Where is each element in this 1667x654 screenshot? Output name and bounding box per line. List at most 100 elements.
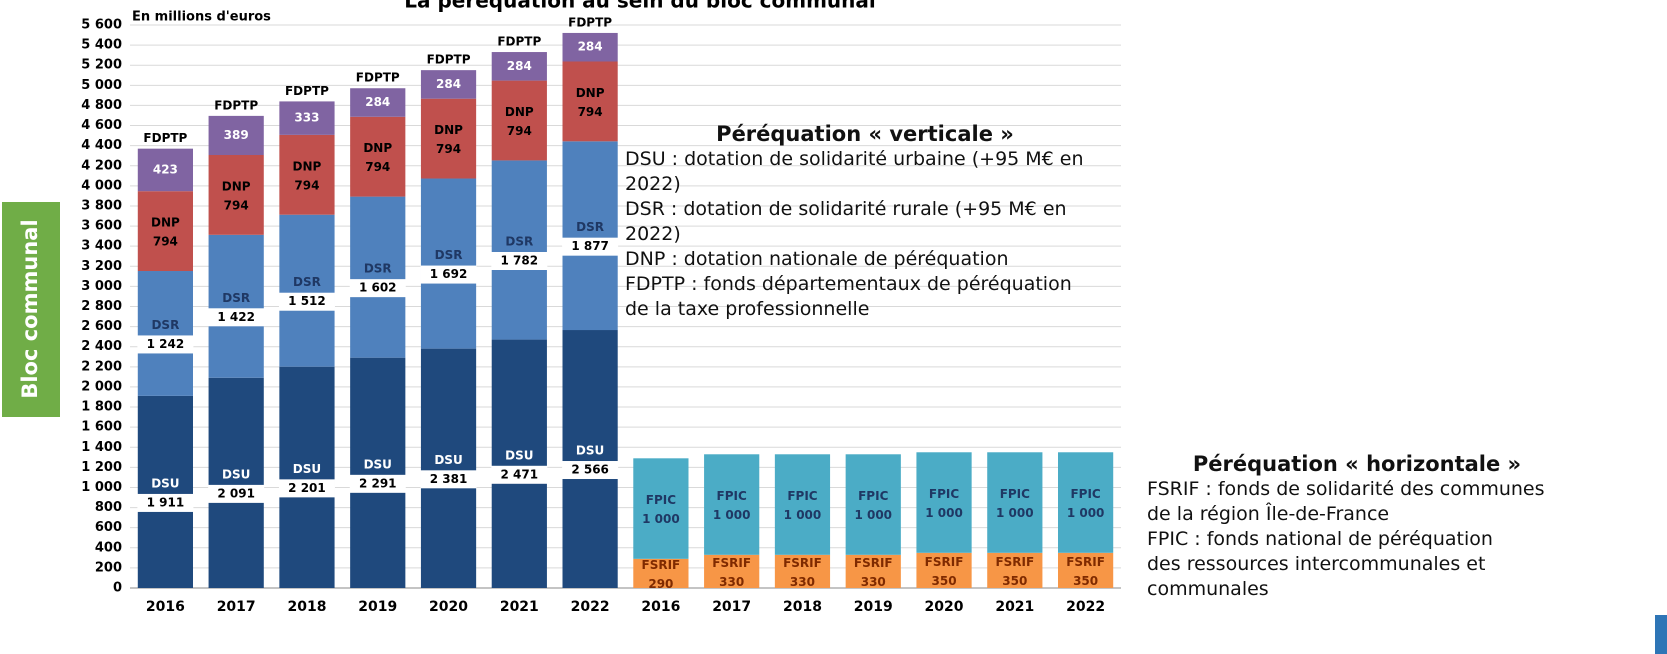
value-label: 1 911 <box>147 495 185 509</box>
value-label: 284 <box>436 77 461 91</box>
y-tick-label: 1 000 <box>81 480 122 495</box>
value-label: 1 877 <box>571 239 609 253</box>
value-label: 350 <box>1002 574 1027 588</box>
series-label: DSU <box>222 467 250 481</box>
label-box <box>349 279 406 298</box>
series-label: DSR <box>151 318 179 332</box>
series-label: DSR <box>364 262 392 276</box>
bar-segment <box>987 552 1043 588</box>
note-line: FSRIF : fonds de solidarité des communes <box>1147 478 1545 500</box>
series-label: FPIC <box>1070 487 1100 501</box>
series-label: DNP <box>293 159 322 173</box>
series-label: DSU <box>364 457 392 471</box>
bar-segment <box>137 148 193 192</box>
bar-segment <box>491 339 547 588</box>
bar-segment <box>633 458 689 559</box>
x-tick-label: 2022 <box>1066 599 1105 615</box>
bar-segment <box>845 454 901 555</box>
x-tick-label: 2021 <box>995 599 1034 615</box>
x-tick-label: 2017 <box>217 599 256 615</box>
x-tick-label: 2017 <box>712 599 751 615</box>
bar-segment <box>704 454 760 555</box>
value-label: 284 <box>365 95 390 109</box>
bar-segment <box>279 366 335 588</box>
x-tick-label: 2016 <box>146 599 185 615</box>
value-label: 330 <box>790 575 815 589</box>
y-tick-label: 600 <box>95 520 122 535</box>
y-tick-label: 5 400 <box>81 38 122 53</box>
bar-segment <box>845 554 901 588</box>
x-tick-label: 2019 <box>854 599 893 615</box>
corner-deco <box>1655 615 1667 654</box>
y-tick-label: 2 400 <box>81 339 122 354</box>
y-tick-label: 1 600 <box>81 420 122 435</box>
label-box <box>562 461 619 480</box>
bar-segment <box>350 116 406 197</box>
bar-segment <box>491 160 547 340</box>
value-label: 389 <box>224 128 249 142</box>
value-label: 1 000 <box>1067 506 1105 520</box>
value-label: 2 381 <box>430 472 468 486</box>
y-tick-label: 4 000 <box>81 178 122 193</box>
x-tick-label: 2021 <box>500 599 539 615</box>
bar-segment <box>208 115 264 155</box>
series-label: FSRIF <box>854 556 893 570</box>
series-label: DSU <box>505 448 533 462</box>
bar-segment <box>491 52 547 81</box>
series-label: DNP <box>222 179 251 193</box>
bar-segment <box>1058 452 1114 553</box>
chart-title: La péréquation au sein du bloc communal <box>404 0 876 13</box>
value-label: 794 <box>365 160 390 174</box>
note-horizontal: Péréquation « horizontale » FSRIF : fonds… <box>1147 452 1567 602</box>
side-label: Bloc communal <box>18 219 42 398</box>
bar-segment <box>208 234 264 378</box>
value-label: 794 <box>153 235 178 249</box>
note-line: DNP : dotation nationale de péréquation <box>625 248 1009 270</box>
note-line: FPIC : fonds national de péréquation <box>1147 528 1493 550</box>
label-box <box>349 474 406 493</box>
bar-segment <box>491 80 547 161</box>
x-tick-label: 2018 <box>287 599 326 615</box>
bar-segment <box>420 70 477 99</box>
y-tick-label: 3 600 <box>81 219 122 234</box>
label-box <box>208 484 265 503</box>
series-label: FSRIF <box>783 556 822 570</box>
series-label: FPIC <box>929 487 959 501</box>
bar-segment <box>137 191 193 272</box>
series-label: DSR <box>505 234 533 248</box>
value-label: 1 000 <box>854 508 892 522</box>
bar-segment <box>562 32 618 62</box>
value-label: 1 602 <box>359 281 397 295</box>
value-label: 794 <box>294 178 319 192</box>
bar-segment <box>704 554 760 588</box>
bar-segment <box>279 134 335 215</box>
value-label: 284 <box>507 59 532 73</box>
x-tick-label: 2016 <box>641 599 680 615</box>
label-box <box>562 237 619 256</box>
bar-segment <box>279 214 335 367</box>
value-label: 1 000 <box>996 506 1034 520</box>
y-tick-label: 3 800 <box>81 198 122 213</box>
bar-segment <box>137 395 193 588</box>
value-label: 2 091 <box>217 486 255 500</box>
note-title: Péréquation « horizontale » <box>1192 452 1522 476</box>
value-label: 794 <box>578 105 603 119</box>
bar-segment <box>420 348 477 588</box>
bar-segment <box>420 178 477 349</box>
label-box <box>137 493 194 512</box>
label-box <box>420 470 477 489</box>
series-label: DSR <box>222 291 250 305</box>
y-tick-label: 800 <box>95 500 122 515</box>
series-label: FDPTP <box>214 98 258 112</box>
bar-segment <box>1058 552 1114 588</box>
value-label: 794 <box>436 142 461 156</box>
bar-segment <box>633 558 689 588</box>
bar-segment <box>916 452 972 553</box>
value-label: 330 <box>861 575 886 589</box>
value-label: 2 291 <box>359 476 397 490</box>
bar-segment <box>420 98 477 179</box>
y-tick-label: 1 400 <box>81 440 122 455</box>
x-tick-label: 2020 <box>925 599 964 615</box>
bar-segment <box>137 271 193 396</box>
